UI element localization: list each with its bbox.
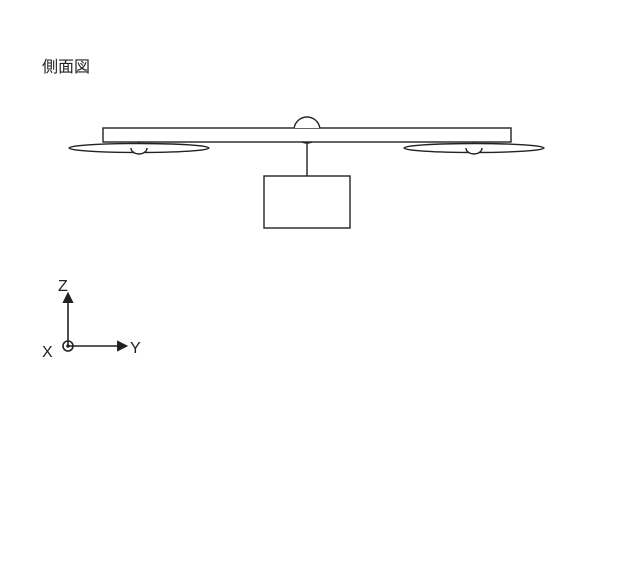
axis-label-z: Z xyxy=(58,278,68,296)
axis-label-x: X xyxy=(42,344,53,362)
pivot-arc-top xyxy=(294,117,320,128)
axis-x-dot xyxy=(66,344,70,348)
axis-label-y: Y xyxy=(130,340,141,358)
arm-bar xyxy=(103,128,511,142)
rotor-hub-0 xyxy=(131,148,147,154)
weight-box xyxy=(264,176,350,228)
diagram-svg xyxy=(0,0,640,567)
rotor-hub-1 xyxy=(466,148,482,154)
